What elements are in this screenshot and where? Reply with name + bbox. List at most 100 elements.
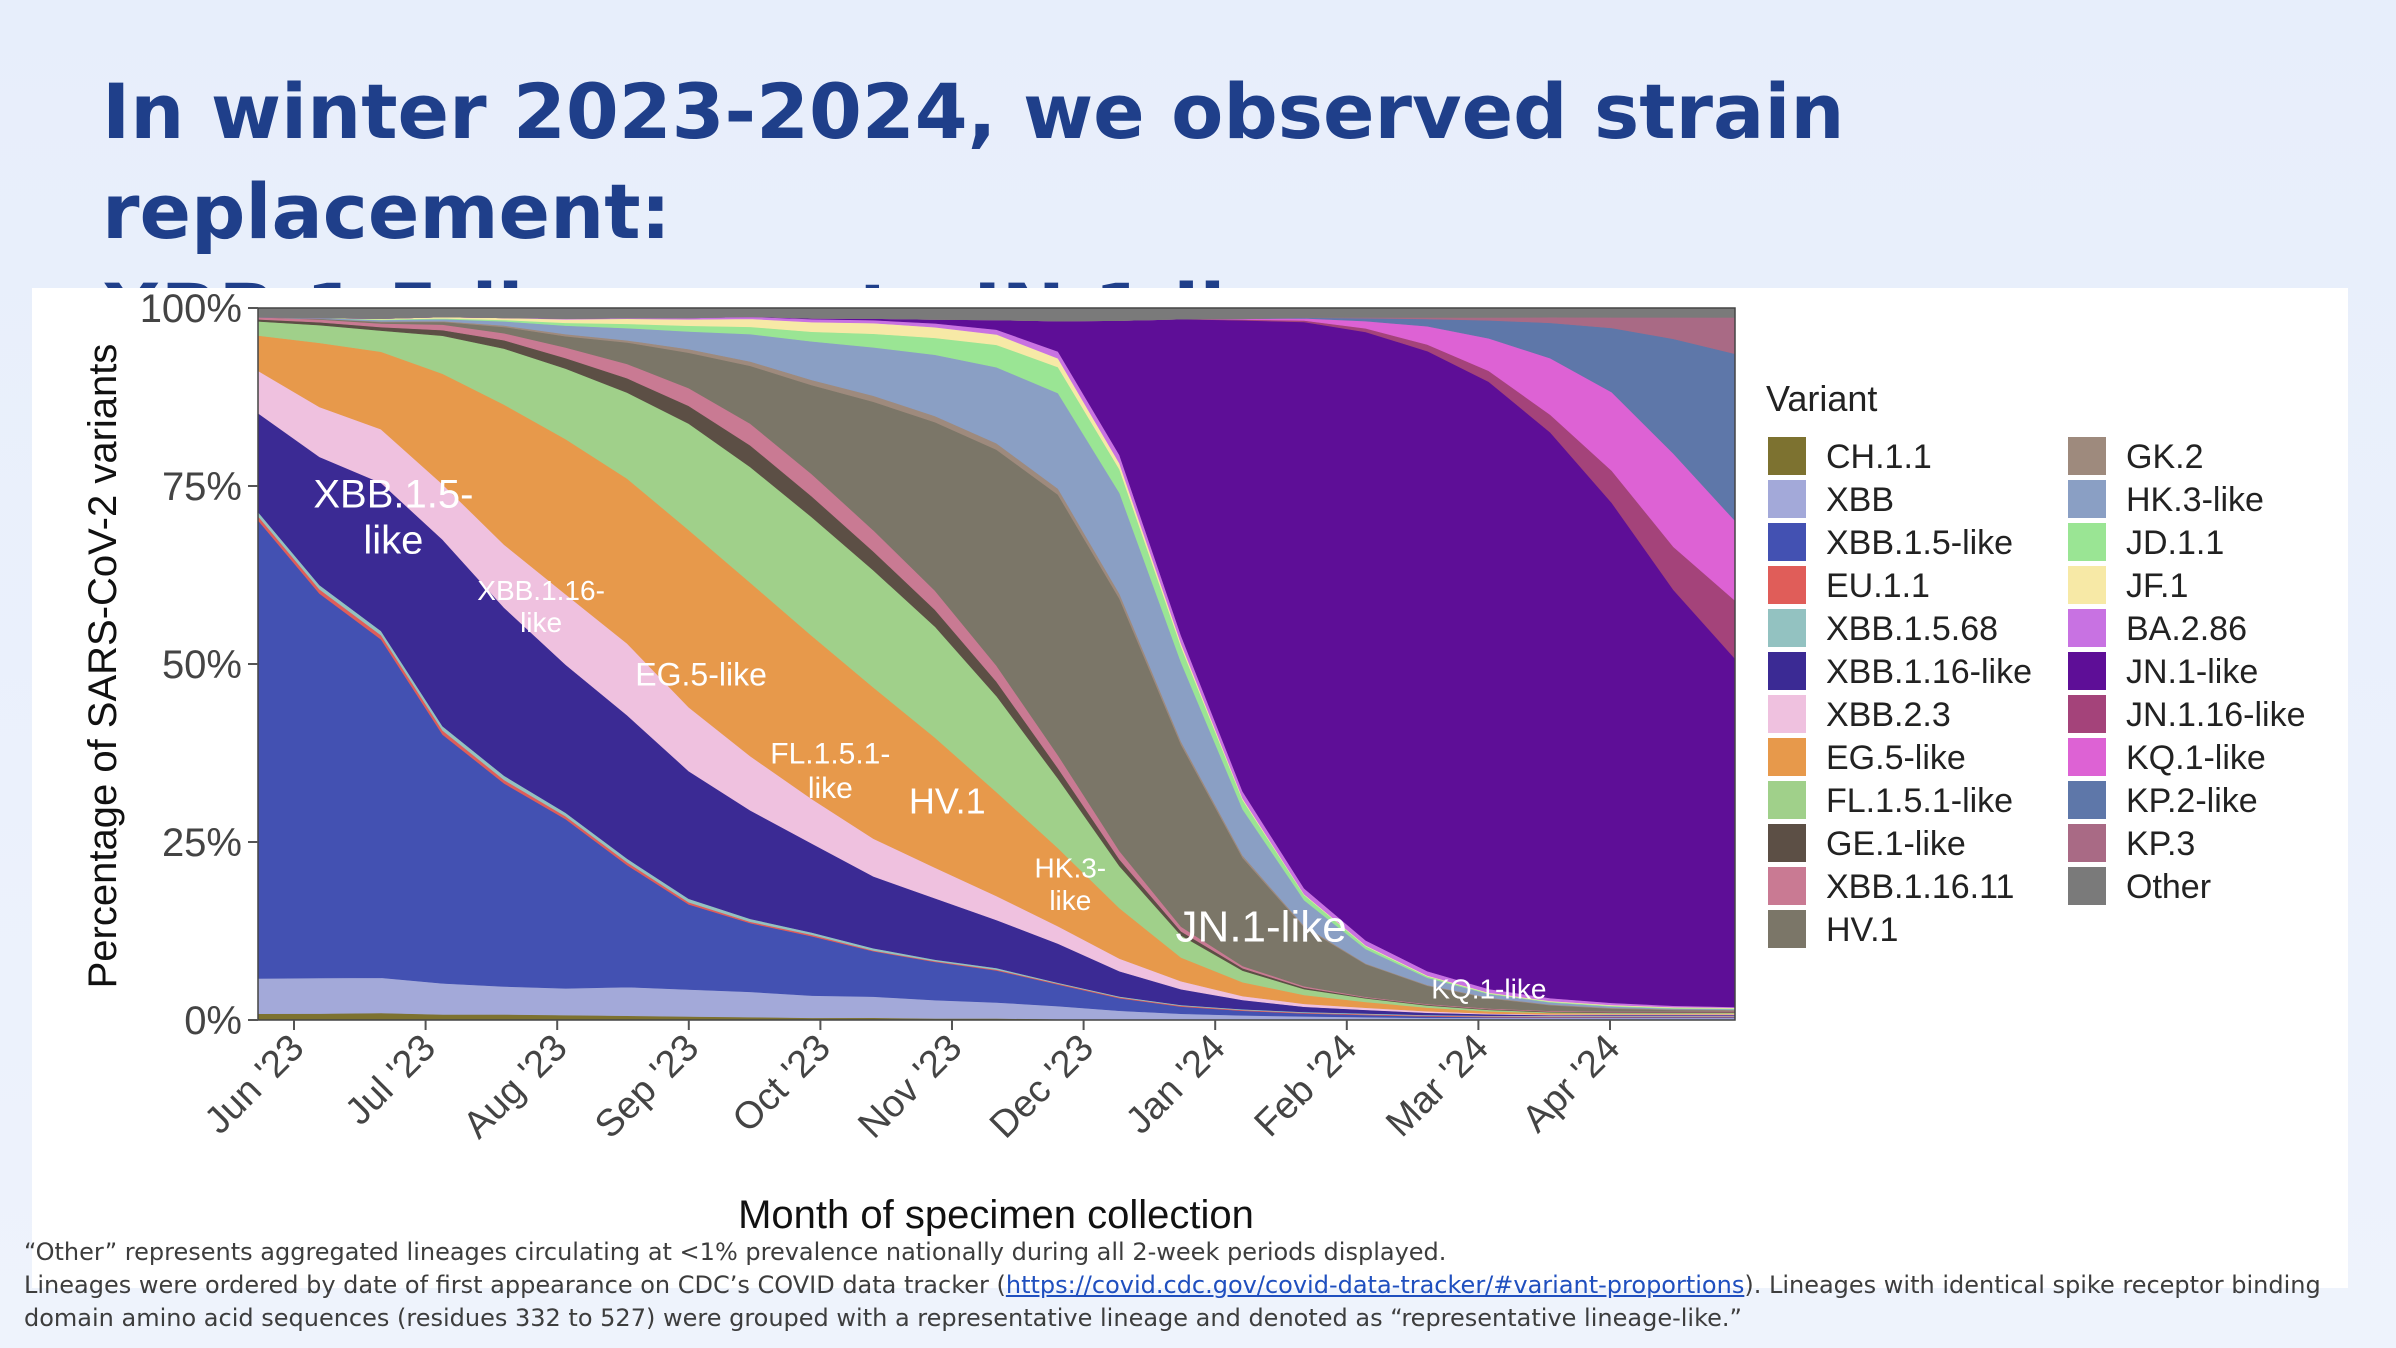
x-tick-label: Oct '23 (725, 1027, 839, 1141)
legend-item-jd-1-1: JD.1.1 (2068, 523, 2224, 562)
legend-item-xbb-1-5-68: XBB.1.5.68 (1768, 609, 1998, 648)
footnote-ordering-text-2: ). Lineages with identical spike recepto… (24, 1271, 2321, 1332)
legend-item-fl-1-5-1-like: FL.1.5.1-like (1768, 781, 2013, 820)
legend-item-xbb-2-3: XBB.2.3 (1768, 695, 1951, 734)
legend-swatch (1768, 523, 1806, 561)
stacked-area-chart: XBB.1.5-likeXBB.1.16-likeEG.5-likeFL.1.5… (81, 288, 2306, 1236)
legend-label: Other (2126, 868, 2211, 906)
legend-swatch (2068, 566, 2106, 604)
annotation-fl-1-5-1-like: FL.1.5.1-like (770, 738, 890, 806)
x-tick-label: Nov '23 (850, 1027, 970, 1147)
chart-panel: XBB.1.5-like XBB.1.16-like EG.5-like FL.1.5… (32, 288, 2348, 1288)
legend-label: XBB (1826, 481, 1894, 519)
x-tick-label: Jun '23 (197, 1027, 313, 1143)
legend-swatch (2068, 523, 2106, 561)
legend-label: XBB.1.5.68 (1826, 610, 1998, 648)
legend-label: JN.1.16-like (2126, 696, 2306, 734)
legend-title: Variant (1766, 378, 1877, 419)
y-tick-label: 75% (162, 465, 242, 509)
legend-swatch (2068, 480, 2106, 518)
legend-item-eg-5-like: EG.5-like (1768, 738, 1966, 777)
legend-swatch (1768, 437, 1806, 475)
legend-label: EU.1.1 (1826, 567, 1930, 605)
legend-item-other: Other (2068, 867, 2211, 906)
y-tick-label: 50% (162, 643, 242, 687)
legend-label: XBB.1.16-like (1826, 653, 2032, 691)
y-axis-title: Percentage of SARS-CoV-2 variants (81, 344, 125, 989)
legend-label: EG.5-like (1826, 739, 1966, 777)
annotation-kq-1-like: KQ.1-like (1431, 974, 1546, 1005)
annotation-hk-3-like: HK.3-like (1035, 853, 1107, 916)
legend-item-hv-1: HV.1 (1768, 910, 1898, 949)
x-tick-label: Jan '24 (1118, 1027, 1234, 1143)
x-axis-title: Month of specimen collection (738, 1193, 1254, 1236)
legend-swatch (1768, 609, 1806, 647)
legend-swatch (1768, 738, 1806, 776)
legend-label: HV.1 (1826, 911, 1898, 949)
annotation-xbb-1-16-like: XBB.1.16-like (477, 575, 605, 638)
legend-swatch (1768, 480, 1806, 518)
legend-label: XBB.2.3 (1826, 696, 1951, 734)
legend-label: KQ.1-like (2126, 739, 2266, 777)
legend-label: XBB.1.16.11 (1826, 868, 2014, 906)
legend-swatch (2068, 867, 2106, 905)
legend-swatch (2068, 738, 2106, 776)
legend-item-xbb-1-5-like: XBB.1.5-like (1768, 523, 2013, 562)
legend-swatch (1768, 695, 1806, 733)
y-tick-label: 0% (184, 999, 242, 1043)
legend-item-hk-3-like: HK.3-like (2068, 480, 2264, 519)
legend-swatch (2068, 824, 2106, 862)
legend-swatch (2068, 437, 2106, 475)
footnote-other: “Other” represents aggregated lineages c… (24, 1238, 1447, 1266)
legend-item-kp-2-like: KP.2-like (2068, 781, 2258, 820)
title-line-1: In winter 2023-2024, we observed strain … (102, 67, 1845, 256)
x-tick-label: Feb '24 (1247, 1027, 1365, 1145)
legend-swatch (1768, 824, 1806, 862)
legend-swatch (1768, 652, 1806, 690)
x-tick-label: Jul '23 (337, 1027, 444, 1134)
legend-label: JN.1-like (2126, 653, 2258, 691)
legend-item-ge-1-like: GE.1-like (1768, 824, 1966, 863)
legend-item-kp-3: KP.3 (2068, 824, 2195, 863)
y-tick-label: 100% (140, 288, 242, 331)
x-tick-label: Sep '23 (587, 1027, 707, 1147)
legend-label: FL.1.5.1-like (1826, 782, 2013, 820)
legend-label: CH.1.1 (1826, 438, 1932, 476)
legend-item-xbb-1-16-11: XBB.1.16.11 (1768, 867, 2014, 906)
legend-label: KP.2-like (2126, 782, 2258, 820)
legend-label: XBB.1.5-like (1826, 524, 2013, 562)
legend-item-jn-1-16-like: JN.1.16-like (2068, 695, 2306, 734)
legend-label: GE.1-like (1826, 825, 1966, 863)
legend: Variant CH.1.1 XBB XBB.1.5-like EU.1.1 XBB.1.… (1766, 378, 2306, 949)
legend-swatch (2068, 781, 2106, 819)
x-tick-label: Dec '23 (982, 1027, 1102, 1147)
legend-swatch (1768, 910, 1806, 948)
legend-swatch (2068, 652, 2106, 690)
legend-swatch (2068, 695, 2106, 733)
legend-label: JD.1.1 (2126, 524, 2224, 562)
x-tick-label: Apr '24 (1514, 1027, 1628, 1141)
annotation-eg-5-like: EG.5-like (635, 656, 767, 692)
annotation-jn-1-like: JN.1-like (1176, 903, 1347, 952)
legend-item-ba-2-86: BA.2.86 (2068, 609, 2247, 648)
legend-item-jn-1-like: JN.1-like (2068, 652, 2258, 691)
area-layers (257, 307, 1736, 1021)
footnotes: “Other” represents aggregated lineages c… (24, 1236, 2364, 1335)
footnote-ordering-text-1: Lineages were ordered by date of first a… (24, 1271, 1006, 1299)
y-tick-label: 25% (162, 821, 242, 865)
variant-proportions-link[interactable]: https://covid.cdc.gov/covid-data-tracker… (1005, 1271, 1745, 1299)
x-tick-label: Mar '24 (1378, 1027, 1496, 1145)
legend-swatch (1768, 781, 1806, 819)
legend-swatch (1768, 867, 1806, 905)
footnote-ordering: Lineages were ordered by date of first a… (24, 1269, 2364, 1335)
legend-item-gk-2: GK.2 (2068, 437, 2203, 476)
legend-label: JF.1 (2126, 567, 2188, 605)
x-tick-label: Aug '23 (456, 1027, 576, 1147)
legend-label: HK.3-like (2126, 481, 2264, 519)
legend-item-xbb: XBB (1768, 480, 1894, 519)
legend-item-ch-1-1: CH.1.1 (1768, 437, 1932, 476)
legend-item-jf-1: JF.1 (2068, 566, 2188, 605)
annotation-xbb-1-5-like: XBB.1.5-like (313, 472, 473, 562)
legend-item-xbb-1-16-like: XBB.1.16-like (1768, 652, 2032, 691)
